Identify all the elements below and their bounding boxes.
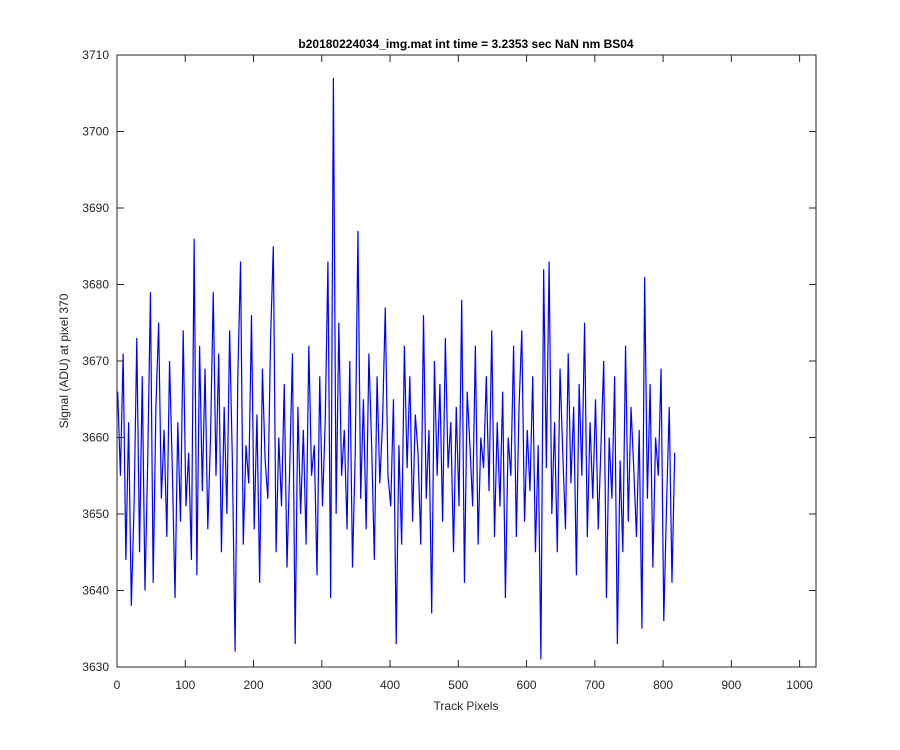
x-tick-label: 0 [114,678,121,692]
chart-title: b20180224034_img.mat int time = 3.2353 s… [298,37,634,51]
y-tick-label: 3700 [82,125,109,139]
x-tick-label: 500 [448,678,468,692]
y-tick-label: 3670 [82,354,109,368]
x-tick-label: 800 [653,678,673,692]
x-tick-label: 200 [244,678,264,692]
x-tick-label: 900 [721,678,741,692]
tick-layer: 0 100 200 300 400 500 600 700 800 900 1000 3630 3640… [82,48,816,692]
x-tick-label: 100 [175,678,195,692]
y-tick-label: 3660 [82,431,109,445]
x-tick-label: 400 [380,678,400,692]
y-tick-label: 3680 [82,278,109,292]
data-layer [117,77,676,660]
y-tick-label: 3640 [82,584,109,598]
y-tick-label: 3650 [82,507,109,521]
y-tick-label: 3630 [82,660,109,674]
x-tick-label: 300 [312,678,332,692]
series-line [117,77,676,660]
y-tick-label: 3710 [82,48,109,62]
x-axis-label: Track Pixels [434,699,499,713]
y-tick-label: 3690 [82,201,109,215]
y-axis-label: Signal (ADU) at pixel 370 [57,293,71,428]
x-tick-label: 1000 [786,678,813,692]
axes-background [117,55,816,667]
x-tick-label: 600 [517,678,537,692]
x-tick-label: 700 [585,678,605,692]
